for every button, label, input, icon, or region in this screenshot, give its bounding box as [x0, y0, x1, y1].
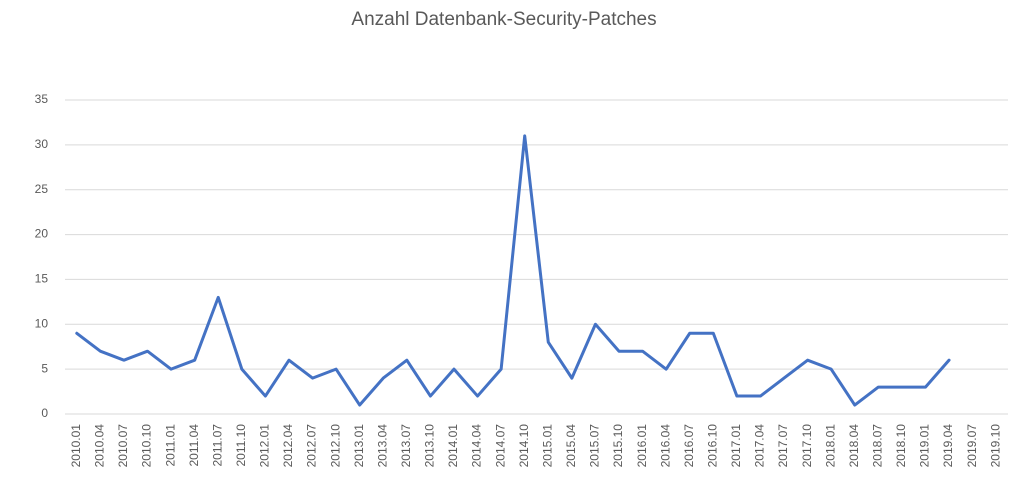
- y-tick-label: 30: [35, 137, 49, 151]
- x-tick-label: 2018.01: [823, 424, 837, 468]
- y-tick-label: 15: [35, 272, 49, 286]
- x-tick-label: 2018.07: [871, 424, 885, 468]
- x-tick-label: 2010.04: [93, 424, 107, 468]
- x-tick-label: 2019.04: [941, 424, 955, 468]
- y-tick-label: 25: [35, 182, 49, 196]
- x-tick-label: 2014.07: [493, 424, 507, 468]
- chart-title: Anzahl Datenbank-Security-Patches: [351, 9, 656, 30]
- x-tick-label: 2019.10: [988, 424, 1002, 468]
- x-tick-label: 2014.01: [446, 424, 460, 468]
- x-tick-label: 2012.01: [258, 424, 272, 468]
- x-tick-label: 2011.04: [187, 424, 201, 467]
- x-tick-label: 2017.07: [776, 424, 790, 468]
- x-tick-label: 2017.04: [753, 424, 767, 468]
- x-tick-label: 2017.01: [729, 424, 743, 468]
- x-tick-label: 2018.04: [847, 424, 861, 468]
- x-tick-label: 2012.07: [305, 424, 319, 468]
- x-tick-label: 2011.07: [210, 424, 224, 467]
- x-tick-label: 2010.07: [116, 424, 130, 468]
- x-tick-label: 2015.04: [564, 424, 578, 468]
- x-tick-label: 2019.07: [965, 424, 979, 468]
- x-tick-label: 2018.10: [894, 424, 908, 468]
- x-tick-label: 2011.10: [234, 424, 248, 467]
- x-tick-label: 2010.10: [140, 424, 154, 468]
- x-tick-label: 2015.01: [540, 424, 554, 468]
- data-line: [75, 134, 951, 407]
- x-tick-label: 2014.10: [517, 424, 531, 468]
- x-tick-label: 2013.01: [352, 424, 366, 468]
- x-tick-label: 2012.10: [328, 424, 342, 468]
- x-tick-label: 2011.01: [163, 424, 177, 467]
- x-tick-label: 2017.10: [800, 424, 814, 468]
- x-tick-label: 2013.10: [423, 424, 437, 468]
- x-tick-label: 2016.04: [658, 424, 672, 468]
- y-tick-label: 5: [41, 361, 48, 375]
- x-tick-label: 2015.07: [588, 424, 602, 468]
- x-tick-label: 2016.01: [635, 424, 649, 468]
- x-tick-label: 2016.07: [682, 424, 696, 468]
- y-tick-label: 0: [41, 406, 48, 420]
- x-tick-label: 2019.01: [918, 424, 932, 468]
- y-tick-label: 20: [35, 227, 49, 241]
- x-tick-label: 2013.07: [399, 424, 413, 468]
- x-tick-label: 2010.01: [69, 424, 83, 468]
- x-tick-label: 2016.10: [705, 424, 719, 468]
- x-tick-label: 2015.10: [611, 424, 625, 468]
- y-tick-label: 35: [35, 92, 49, 106]
- y-tick-label: 10: [35, 316, 49, 330]
- x-tick-label: 2013.04: [375, 424, 389, 468]
- x-tick-label: 2014.04: [470, 424, 484, 468]
- x-tick-label: 2012.04: [281, 424, 295, 468]
